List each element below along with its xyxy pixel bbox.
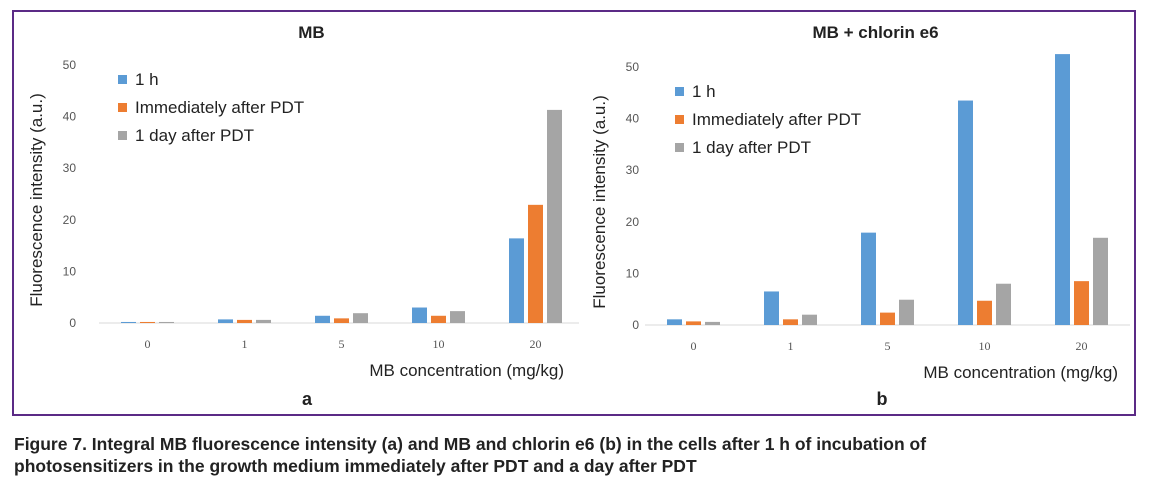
legend-swatch bbox=[118, 131, 127, 140]
panel-label: b bbox=[877, 389, 888, 409]
y-tick-label: 40 bbox=[63, 110, 77, 124]
y-tick-label: 10 bbox=[626, 266, 640, 280]
y-tick-label: 50 bbox=[626, 60, 640, 74]
bar-immediately-after-pdt bbox=[431, 315, 446, 323]
y-axis-label: Fluorescence intensity (a.u.) bbox=[27, 93, 46, 307]
bar-1-day-after-pdt bbox=[996, 283, 1011, 325]
x-tick-label: 10 bbox=[979, 339, 991, 353]
y-tick-label: 10 bbox=[63, 264, 77, 278]
x-tick-label: 0 bbox=[145, 337, 151, 351]
y-tick-label: 20 bbox=[626, 215, 640, 229]
x-axis-label: MB concentration (mg/kg) bbox=[369, 361, 564, 380]
x-tick-label: 0 bbox=[691, 339, 697, 353]
bar-1-h bbox=[509, 238, 524, 323]
legend-label: 1 h bbox=[692, 82, 716, 101]
bar-1-h bbox=[412, 307, 427, 323]
bar-immediately-after-pdt bbox=[1074, 281, 1089, 325]
bar-1-h bbox=[667, 319, 682, 325]
panel-label: a bbox=[302, 389, 313, 409]
x-tick-label: 5 bbox=[339, 337, 345, 351]
bar-1-day-after-pdt bbox=[802, 314, 817, 325]
x-tick-label: 10 bbox=[433, 337, 445, 351]
y-axis-label: Fluorescence intensity (a.u.) bbox=[590, 95, 609, 309]
caption-line-1: Figure 7. Integral MB fluorescence inten… bbox=[14, 434, 927, 454]
legend-label: 1 day after PDT bbox=[135, 126, 254, 145]
legend-swatch bbox=[675, 87, 684, 96]
bar-immediately-after-pdt bbox=[977, 300, 992, 325]
y-tick-label: 0 bbox=[632, 318, 639, 332]
bar-1-day-after-pdt bbox=[899, 299, 914, 325]
bar-1-h bbox=[121, 321, 136, 323]
x-tick-label: 20 bbox=[1076, 339, 1088, 353]
x-tick-label: 1 bbox=[788, 339, 794, 353]
bar-1-h bbox=[315, 315, 330, 323]
bar-1-h bbox=[958, 100, 973, 325]
legend-label: 1 h bbox=[135, 70, 159, 89]
bar-1-day-after-pdt bbox=[159, 321, 174, 323]
bar-1-day-after-pdt bbox=[353, 313, 368, 323]
legend-label: Immediately after PDT bbox=[692, 110, 861, 129]
chart-title: MB + chlorin e6 bbox=[812, 23, 938, 42]
figure-frame: MB 0 10 20 30 40 50 Fluorescence intensity (a.u… bbox=[12, 10, 1136, 416]
y-tick-label: 50 bbox=[63, 58, 77, 72]
y-tick-label: 30 bbox=[63, 161, 77, 175]
legend-swatch bbox=[675, 115, 684, 124]
legend-swatch bbox=[118, 103, 127, 112]
bar-immediately-after-pdt bbox=[334, 318, 349, 323]
bar-1-day-after-pdt bbox=[256, 319, 271, 323]
bar-immediately-after-pdt bbox=[140, 321, 155, 323]
x-axis-label: MB concentration (mg/kg) bbox=[923, 363, 1118, 382]
bar-1-day-after-pdt bbox=[1093, 237, 1108, 325]
caption-line-2: photosensitizers in the growth medium im… bbox=[14, 456, 697, 476]
y-tick-label: 20 bbox=[63, 213, 77, 227]
legend-label: Immediately after PDT bbox=[135, 98, 304, 117]
bar-1-h bbox=[861, 232, 876, 325]
chart-title: MB bbox=[298, 23, 324, 42]
bar-1-day-after-pdt bbox=[547, 109, 562, 323]
y-tick-label: 30 bbox=[626, 163, 640, 177]
x-tick-label: 1 bbox=[242, 337, 248, 351]
legend-swatch bbox=[118, 75, 127, 84]
bar-immediately-after-pdt bbox=[880, 312, 895, 325]
figure-caption: Figure 7. Integral MB fluorescence inten… bbox=[14, 433, 1138, 477]
x-tick-label: 5 bbox=[885, 339, 891, 353]
bar-1-day-after-pdt bbox=[450, 311, 465, 323]
legend-swatch bbox=[675, 143, 684, 152]
bar-immediately-after-pdt bbox=[528, 204, 543, 323]
bar-immediately-after-pdt bbox=[783, 319, 798, 325]
bar-1-day-after-pdt bbox=[705, 321, 720, 325]
legend-label: 1 day after PDT bbox=[692, 138, 811, 157]
bar-1-h bbox=[1055, 54, 1070, 325]
x-tick-label: 20 bbox=[530, 337, 542, 351]
y-tick-label: 40 bbox=[626, 112, 640, 126]
bar-1-h bbox=[764, 291, 779, 325]
bar-1-h bbox=[218, 319, 233, 323]
bar-immediately-after-pdt bbox=[686, 321, 701, 325]
bar-immediately-after-pdt bbox=[237, 319, 252, 323]
y-tick-label: 0 bbox=[69, 316, 76, 330]
